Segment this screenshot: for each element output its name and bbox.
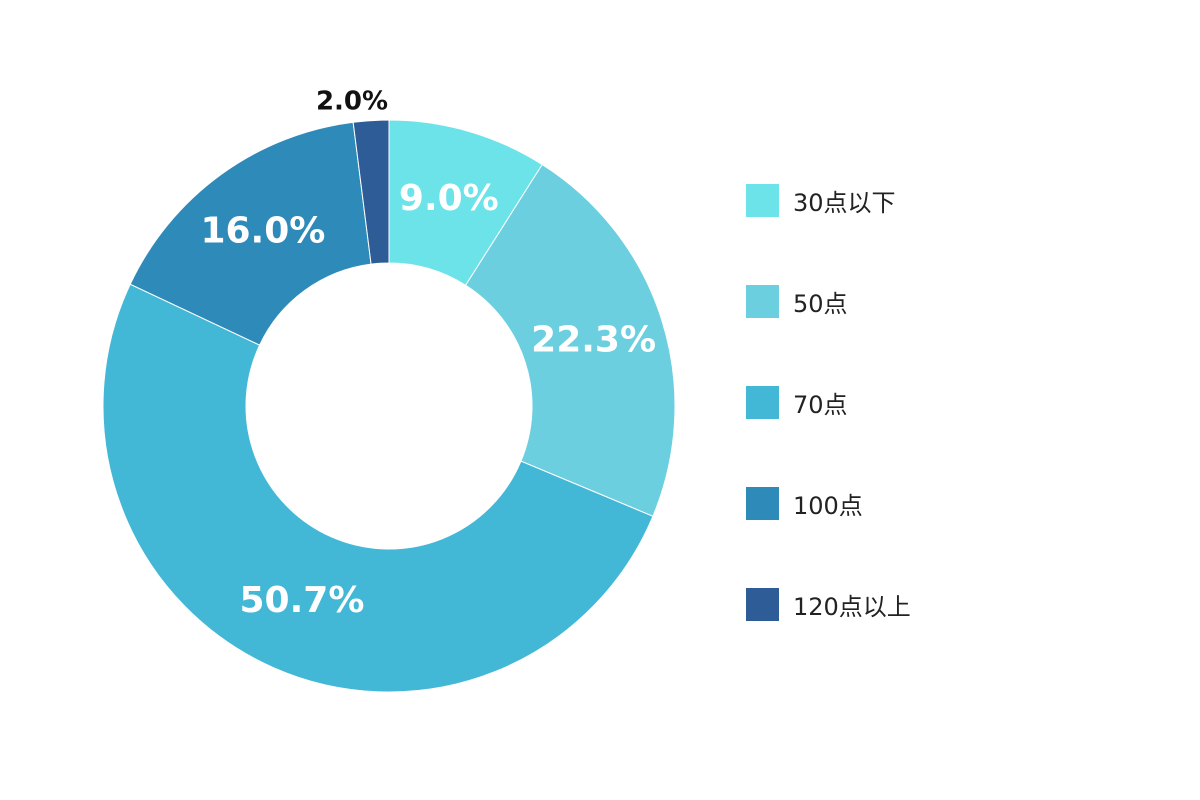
legend-item-100: 100点 — [746, 486, 911, 520]
label-100: 16.0% — [200, 210, 325, 251]
legend: 30点以下 50点 70点 100点 120点以上 — [746, 183, 911, 688]
legend-item-70: 70点 — [746, 385, 911, 419]
legend-label: 100点 — [793, 491, 863, 520]
legend-swatch — [746, 284, 779, 318]
legend-swatch — [746, 587, 779, 621]
slice-120-or-more — [352, 119, 390, 265]
legend-label: 120点以上 — [793, 592, 911, 621]
label-30-or-less: 9.0% — [399, 178, 499, 219]
slice-50 — [464, 163, 676, 517]
legend-label: 70点 — [793, 390, 848, 419]
legend-item-120-or-more: 120点以上 — [746, 587, 911, 621]
slice-100 — [129, 121, 372, 346]
legend-item-30-or-less: 30点以下 — [746, 183, 911, 217]
label-50: 22.3% — [531, 320, 656, 361]
legend-swatch — [746, 385, 779, 419]
legend-item-50: 50点 — [746, 284, 911, 318]
label-70: 50.7% — [240, 580, 365, 621]
slice-70 — [102, 283, 654, 693]
legend-swatch — [746, 183, 779, 217]
legend-label: 30点以下 — [793, 188, 896, 217]
legend-label: 50点 — [793, 289, 848, 318]
label-120-or-more: 2.0% — [316, 87, 388, 117]
legend-swatch — [746, 486, 779, 520]
